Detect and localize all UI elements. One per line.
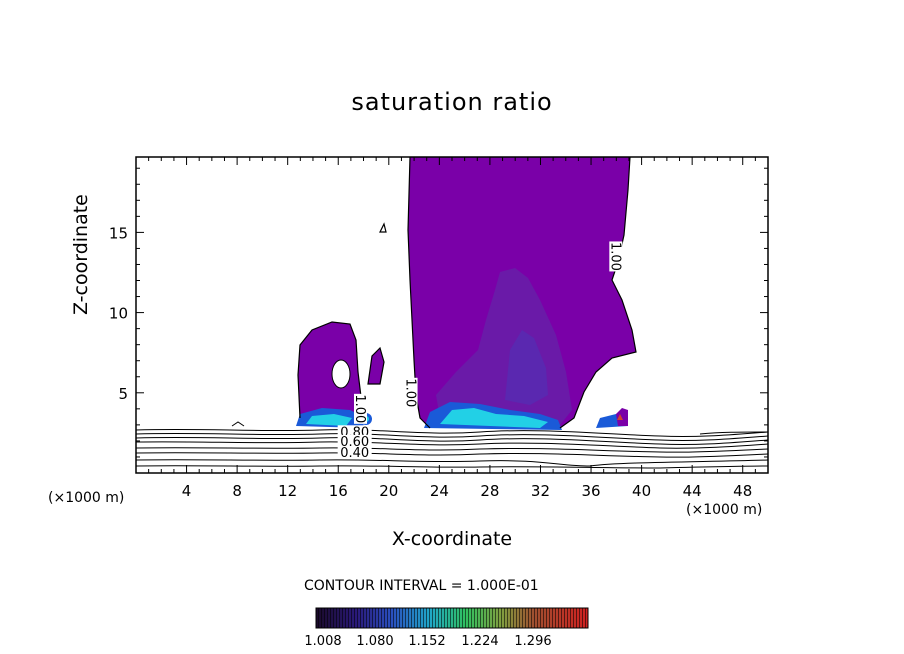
y-tick-label: 10 — [109, 305, 128, 323]
colorbar-tick-label: 1.296 — [514, 634, 552, 649]
y-axis-label: Z-coordinate — [70, 194, 92, 315]
x-axis-ticks: 4 8 12 16 20 24 28 32 36 40 44 48 — [148, 157, 756, 500]
contour-label-background — [337, 446, 372, 459]
saturated-region-left — [298, 322, 364, 420]
x-axis-label: X-coordinate — [391, 528, 513, 550]
x-tick-label: 16 — [329, 482, 348, 500]
x-tick-label: 24 — [430, 482, 449, 500]
y-tick-label: 5 — [118, 385, 128, 403]
colorbar-tick-label: 1.008 — [304, 634, 342, 649]
contour-label-background — [609, 241, 623, 272]
contour-label: 0.40 — [340, 446, 369, 461]
high-value-band-center-bright — [440, 408, 548, 428]
chart-title: saturation ratio — [351, 88, 553, 116]
contour-label-background — [404, 377, 418, 408]
contour-label-background — [353, 393, 367, 424]
contour-label-background — [337, 425, 372, 438]
x-tick-label: 40 — [632, 482, 651, 500]
x-tick-label: 8 — [232, 482, 242, 500]
colorbar-tick-label: 1.152 — [408, 634, 446, 649]
colorbar-tick-label: 1.224 — [461, 634, 499, 649]
x-tick-label: 4 — [182, 482, 192, 500]
x-tick-label: 12 — [278, 482, 297, 500]
x-tick-label: 32 — [531, 482, 550, 500]
x-unit-left: (×1000 m) — [48, 490, 125, 506]
x-tick-label: 28 — [480, 482, 499, 500]
contour-label: 1.00 — [607, 242, 622, 271]
colorbar-tick-label: 1.080 — [356, 634, 394, 649]
high-value-band-left-bright — [306, 414, 352, 426]
x-tick-label: 44 — [683, 482, 702, 500]
y-tick-label: 15 — [109, 224, 128, 242]
contour-label: 1.00 — [352, 394, 367, 423]
x-tick-label: 48 — [733, 482, 752, 500]
x-tick-label: 36 — [581, 482, 600, 500]
contour-label: 1.00 — [403, 378, 418, 407]
y-axis-ticks: 5 10 15 — [109, 167, 768, 458]
x-unit-right: (×1000 m) — [686, 502, 763, 518]
x-tick-label: 20 — [379, 482, 398, 500]
contour-labels: 1.001.001.000.800.600.40 — [337, 241, 623, 461]
contour-interval-label: CONTOUR INTERVAL = 1.000E-01 — [304, 578, 539, 594]
contour-label-background — [337, 434, 372, 447]
saturated-deep-core — [505, 330, 548, 405]
